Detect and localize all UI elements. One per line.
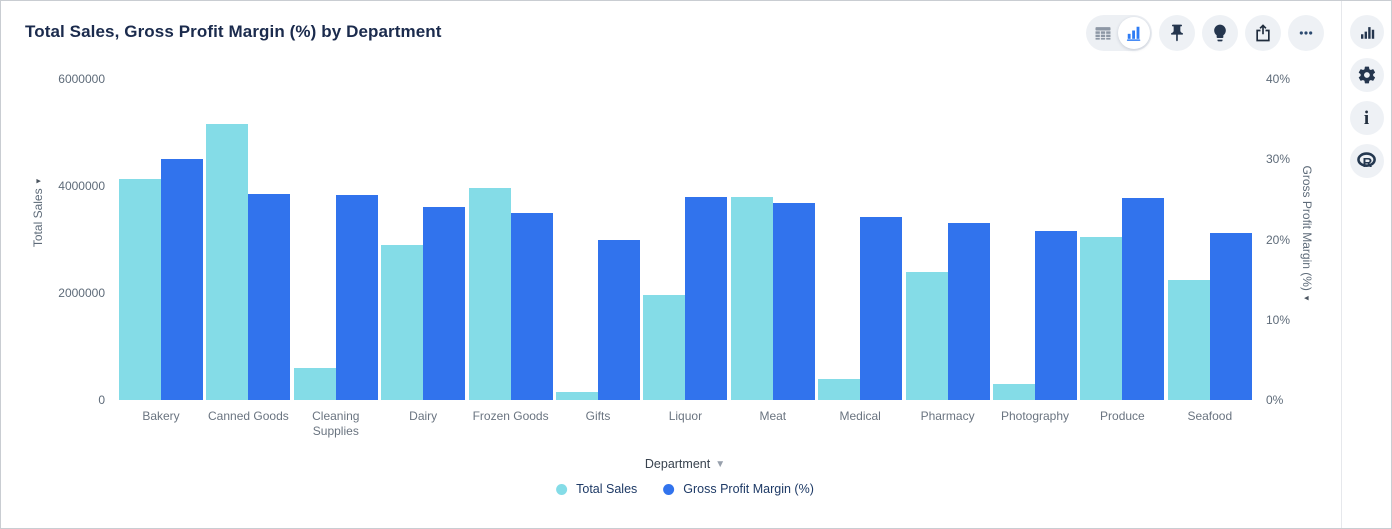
export-icon <box>1253 23 1273 43</box>
right-axis-title[interactable]: Gross Profit Margin (%)▾ <box>1300 165 1314 301</box>
bar-total-sales[interactable] <box>643 294 686 400</box>
x-axis-category-label: Frozen Goods <box>472 409 549 423</box>
bar-total-sales[interactable] <box>1167 280 1210 400</box>
export-button[interactable] <box>1245 15 1281 51</box>
bar-chart-icon <box>1124 23 1144 43</box>
bar-gross-profit-margin[interactable] <box>161 159 203 400</box>
left-axis-tick: 0 <box>98 393 105 407</box>
right-axis-tick: 30% <box>1266 152 1291 167</box>
bar-gross-profit-margin[interactable] <box>1035 231 1077 400</box>
r-logo-icon: R <box>1356 150 1378 172</box>
insights-button[interactable] <box>1202 15 1238 51</box>
bar-total-sales[interactable] <box>818 378 861 400</box>
pin-button[interactable] <box>1159 15 1195 51</box>
r-analytics-button[interactable]: R <box>1349 144 1384 178</box>
bar-gross-profit-margin[interactable] <box>1209 233 1252 400</box>
info-button[interactable]: i <box>1349 101 1384 135</box>
pin-icon <box>1167 23 1187 43</box>
chart-type-button[interactable] <box>1349 15 1384 49</box>
x-axis-category-label: Liquor <box>668 409 703 423</box>
bar-total-sales[interactable] <box>381 244 424 400</box>
x-axis-title-dropdown[interactable]: Department ▼ <box>644 457 726 471</box>
settings-gear-icon <box>1357 65 1377 85</box>
bar-gross-profit-margin[interactable] <box>860 217 903 400</box>
table-icon <box>1093 23 1113 43</box>
bar-total-sales[interactable] <box>206 124 249 400</box>
left-axis-tick: 6000000 <box>58 72 105 86</box>
x-axis-category-label: Produce <box>1100 409 1145 423</box>
bar-total-sales[interactable] <box>993 383 1035 400</box>
x-axis-category-label: Cleaning Supplies <box>312 409 360 438</box>
x-axis-category-label: Gifts <box>585 409 611 423</box>
chart-view-button[interactable] <box>1118 17 1150 49</box>
bar-gross-profit-margin[interactable] <box>772 202 815 400</box>
left-axis-tick: 4000000 <box>58 179 105 193</box>
lightbulb-icon <box>1210 23 1230 43</box>
bar-total-sales[interactable] <box>730 197 773 400</box>
more-icon <box>1296 23 1316 43</box>
right-axis-tick: 0% <box>1266 393 1284 407</box>
chevron-down-icon: ▼ <box>715 459 726 470</box>
x-axis-category-label: Bakery <box>142 409 180 423</box>
x-axis-category-label: Dairy <box>409 409 438 423</box>
chart-type-icon <box>1358 23 1376 41</box>
bar-gross-profit-margin[interactable] <box>1122 197 1165 400</box>
legend-item-gross-profit-margin[interactable]: Gross Profit Margin (%) <box>663 482 814 496</box>
x-axis-category-label: Canned Goods <box>208 409 289 423</box>
widget-side-rail: i R <box>1341 1 1391 528</box>
bar-gross-profit-margin[interactable] <box>947 222 990 400</box>
x-axis-category-label: Pharmacy <box>920 409 975 423</box>
bar-total-sales[interactable] <box>119 179 161 400</box>
chart-card: Total Sales, Gross Profit Margin (%) by … <box>1 1 1342 528</box>
legend-swatch-teal <box>556 483 568 495</box>
bar-total-sales[interactable] <box>1080 236 1123 400</box>
chart-toolbar <box>1086 15 1324 51</box>
page-title: Total Sales, Gross Profit Margin (%) by … <box>25 22 442 41</box>
legend-swatch-blue <box>663 483 675 495</box>
bar-gross-profit-margin[interactable] <box>248 193 291 400</box>
bar-gross-profit-margin[interactable] <box>510 213 553 400</box>
x-axis-category-label: Meat <box>759 409 787 423</box>
right-axis-tick: 10% <box>1266 312 1291 327</box>
more-options-button[interactable] <box>1288 15 1324 51</box>
bar-total-sales[interactable] <box>293 367 336 400</box>
x-axis-category-label: Seafood <box>1187 409 1233 423</box>
axis-menu-arrow-icon: ▾ <box>1302 295 1312 301</box>
view-toggle <box>1086 15 1152 51</box>
x-axis-category-label: Medical <box>839 409 881 423</box>
info-icon: i <box>1363 107 1370 129</box>
bar-gross-profit-margin[interactable] <box>423 207 466 400</box>
bar-gross-profit-margin[interactable] <box>598 239 640 400</box>
right-axis-tick: 40% <box>1266 72 1291 86</box>
table-view-button[interactable] <box>1088 17 1118 49</box>
bar-gross-profit-margin[interactable] <box>335 194 378 400</box>
bar-gross-profit-margin[interactable] <box>685 196 728 400</box>
bar-total-sales[interactable] <box>468 188 511 400</box>
dual-axis-bar-chart: Total Sales ▾ Gross Profit Margin (%)▾ 0 2… <box>1 1 1342 528</box>
bar-total-sales[interactable] <box>905 272 948 400</box>
x-axis-category-label: Photography <box>1000 409 1070 423</box>
left-axis-tick: 2000000 <box>58 286 105 300</box>
svg-text:R: R <box>1362 155 1372 170</box>
settings-button[interactable] <box>1349 58 1384 92</box>
right-axis-tick: 20% <box>1266 232 1291 247</box>
legend-item-total-sales[interactable]: Total Sales <box>556 482 637 496</box>
bar-total-sales[interactable] <box>556 391 598 400</box>
chart-legend: Total Sales Gross Profit Margin (%) <box>556 482 814 496</box>
